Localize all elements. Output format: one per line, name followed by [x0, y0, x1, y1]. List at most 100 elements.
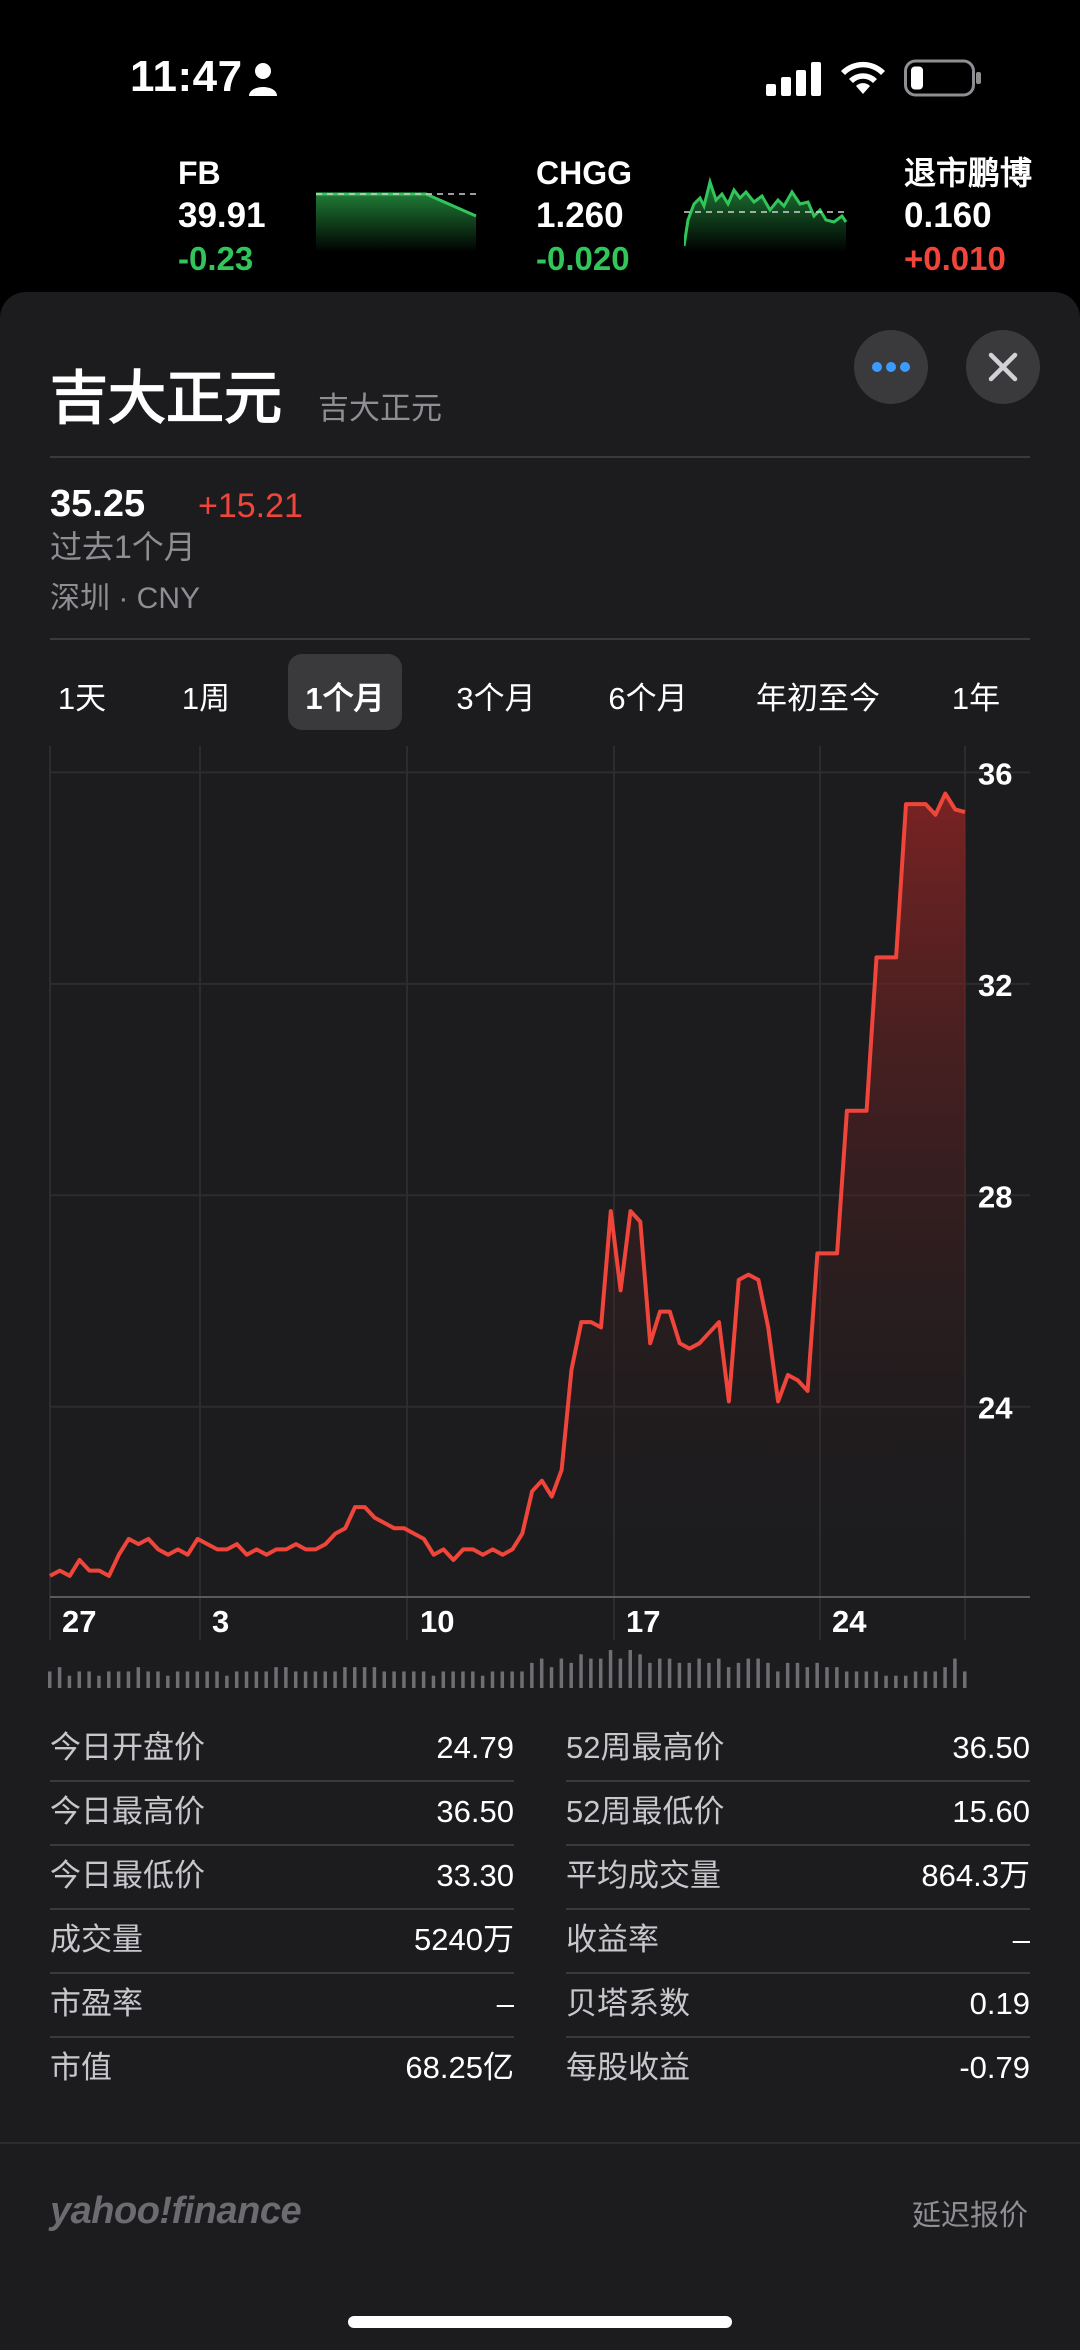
tab-1m[interactable]: 1个月	[305, 681, 385, 716]
price-area-fill	[50, 793, 965, 1597]
stat-row: 平均成交量 864.3万	[566, 1844, 1030, 1908]
divider	[566, 1908, 1030, 1910]
volume-bar	[480, 1675, 485, 1688]
tab-ytd[interactable]: 年初至今	[756, 681, 880, 716]
volume-bar	[667, 1658, 672, 1688]
tab-6m[interactable]: 6个月	[608, 681, 688, 716]
volume-bar	[451, 1671, 455, 1688]
volume-bar	[225, 1675, 229, 1688]
stat-label: 每股收益	[566, 2050, 690, 2085]
stat-row: 每股收益 -0.79	[566, 2036, 1030, 2100]
volume-bar	[67, 1675, 72, 1688]
delayed-quote-label: 延迟报价	[912, 2200, 1029, 2232]
volume-bar	[254, 1671, 259, 1688]
tab-3m[interactable]: 3个月	[456, 681, 536, 716]
volume-bar	[274, 1667, 278, 1688]
volume-bar	[441, 1671, 446, 1688]
volume-bar	[264, 1671, 268, 1688]
close-icon	[988, 352, 1018, 382]
volume-bar	[795, 1662, 800, 1688]
volume-bar	[746, 1658, 751, 1688]
wifi-icon	[841, 61, 885, 94]
stat-label: 市值	[50, 2050, 112, 2085]
volume-bar	[776, 1671, 780, 1688]
close-button[interactable]	[966, 330, 1040, 404]
divider	[50, 638, 1030, 640]
volume-bar	[136, 1667, 141, 1688]
ticker-item[interactable]: CHGG 1.260 -0.020	[536, 150, 632, 282]
divider	[50, 1908, 514, 1910]
stat-row: 收益率 –	[566, 1908, 1030, 1972]
tab-1d[interactable]: 1天	[57, 681, 107, 716]
ticker-item[interactable]: 退市鹏博 0.160 +0.010	[904, 150, 1032, 282]
volume-bar	[402, 1671, 406, 1688]
volume-bar	[618, 1658, 623, 1688]
volume-bar	[382, 1671, 387, 1688]
volume-bars	[48, 1650, 967, 1688]
volume-bar	[756, 1658, 760, 1688]
volume-bar	[284, 1667, 288, 1688]
ticker-strip[interactable]: FB 39.91 -0.23 CHGG 1.260 -0.020 退市鹏博 0.…	[0, 0, 1080, 290]
more-options-button[interactable]	[854, 330, 928, 404]
volume-bar	[539, 1658, 544, 1688]
volume-bar	[726, 1667, 731, 1688]
volume-bar	[520, 1671, 524, 1688]
stat-value: 24.79	[436, 1730, 514, 1765]
volume-bar	[97, 1675, 101, 1688]
y-tick-label: 28	[978, 1179, 1012, 1214]
stock-price: 35.25	[50, 483, 146, 525]
divider	[50, 1780, 514, 1782]
volume-bar	[471, 1671, 475, 1688]
stat-row: 今日最低价 33.30	[50, 1844, 514, 1908]
volume-bar	[953, 1658, 957, 1688]
home-indicator[interactable]	[348, 2316, 732, 2328]
stat-row: 贝塔系数 0.19	[566, 1972, 1030, 2036]
volume-bar	[166, 1675, 170, 1688]
volume-bar	[825, 1667, 829, 1688]
volume-bar	[903, 1675, 908, 1688]
volume-bar	[963, 1671, 967, 1688]
price-chart[interactable]: 36 32 28 24 27 3 10 17 24	[0, 740, 1080, 1690]
ticker-sparkline	[316, 192, 477, 252]
divider	[50, 1844, 514, 1846]
price-line	[49, 791, 966, 1578]
volume-bar	[313, 1671, 318, 1688]
tab-1y[interactable]: 1年	[951, 681, 1001, 716]
volume-bar	[687, 1662, 692, 1688]
volume-bar	[116, 1671, 121, 1688]
volume-bar	[628, 1650, 632, 1688]
range-tab-selected-indicator	[288, 654, 402, 730]
volume-bar	[87, 1671, 91, 1688]
volume-bar	[431, 1675, 436, 1688]
volume-bar	[372, 1667, 377, 1688]
volume-bar	[353, 1667, 357, 1688]
y-tick-label: 24	[978, 1391, 1013, 1426]
stat-value: 15.60	[952, 1794, 1030, 1829]
person-icon	[249, 63, 277, 96]
yahoo-finance-logo[interactable]: yahoo!finance	[50, 2190, 302, 2232]
volume-bar	[874, 1671, 878, 1688]
exchange-label: 深圳 · CNY	[50, 582, 200, 615]
volume-bar	[549, 1667, 554, 1688]
volume-bar	[933, 1671, 937, 1688]
divider	[50, 456, 1030, 458]
tab-1w[interactable]: 1周	[181, 681, 231, 716]
stock-subtitle: 吉大正元	[318, 391, 442, 426]
divider	[566, 1780, 1030, 1782]
y-tick-label: 32	[978, 968, 1012, 1003]
volume-bar	[57, 1667, 62, 1688]
stat-label: 收益率	[566, 1922, 659, 1957]
stat-value: 0.19	[969, 1986, 1030, 2021]
y-tick-label: 36	[978, 756, 1012, 791]
stat-label: 52周最高价	[566, 1730, 725, 1765]
volume-bar	[805, 1667, 810, 1688]
volume-bar	[648, 1662, 652, 1688]
stat-value: -0.79	[959, 2050, 1030, 2085]
stat-value: 36.50	[436, 1794, 514, 1829]
volume-bar	[854, 1671, 859, 1688]
volume-bar	[107, 1671, 111, 1688]
volume-bar	[156, 1671, 160, 1688]
volume-bar	[835, 1667, 839, 1688]
stat-label: 今日开盘价	[50, 1730, 205, 1765]
ticker-item[interactable]: FB 39.91 -0.23	[178, 150, 266, 282]
